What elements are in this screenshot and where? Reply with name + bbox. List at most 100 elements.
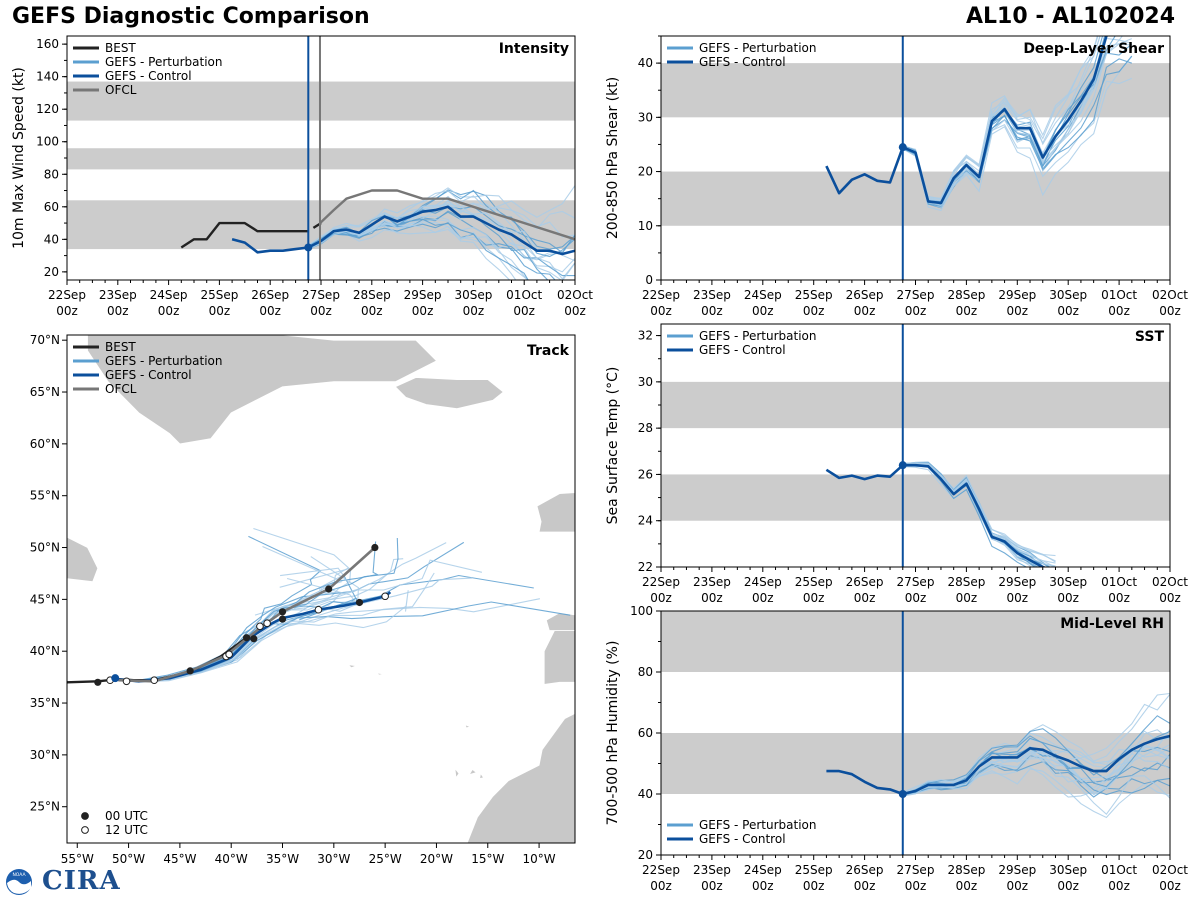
xtick-date-shear-5: 27Sep xyxy=(897,288,935,302)
xtick-date-rh-3: 25Sep xyxy=(795,863,833,877)
land-canary-2 xyxy=(469,769,476,774)
legend-label-shear-1: GEFS - Control xyxy=(699,55,786,69)
xtick-date-intensity-5: 27Sep xyxy=(302,288,340,302)
xtick-hour-rh-1: 00z xyxy=(701,879,723,893)
track-legend-label-3: OFCL xyxy=(105,382,137,396)
track-marker-legend-label-1: 12 UTC xyxy=(105,823,148,837)
ytick-label-sst-30: 30 xyxy=(638,375,653,389)
track-marker-legend-label-0: 00 UTC xyxy=(105,809,148,823)
legend-label-shear-0: GEFS - Perturbation xyxy=(699,41,816,55)
band-sst-0 xyxy=(661,474,1170,520)
legend-label-rh-0: GEFS - Perturbation xyxy=(699,818,816,832)
land-canary-1 xyxy=(455,768,459,777)
track-point-12utc-4 xyxy=(226,651,233,658)
xtick-hour-rh-7: 00z xyxy=(1007,879,1029,893)
track-legend-label-1: GEFS - Perturbation xyxy=(105,354,222,368)
xtick-hour-intensity-4: 00z xyxy=(259,304,281,318)
track-init-point xyxy=(111,674,119,682)
plot-area-rh xyxy=(661,611,1170,818)
track-perturbation-2 xyxy=(115,559,403,681)
track-xtick-label-9: 10°W xyxy=(523,852,556,866)
xtick-date-intensity-3: 25Sep xyxy=(200,288,238,302)
xtick-date-sst-8: 30Sep xyxy=(1049,575,1087,589)
xtick-date-intensity-1: 23Sep xyxy=(99,288,137,302)
land-azores-2 xyxy=(348,665,356,668)
xtick-hour-shear-6: 00z xyxy=(956,304,978,318)
legend-label-rh-1: GEFS - Control xyxy=(699,832,786,846)
xtick-hour-sst-4: 00z xyxy=(854,591,876,605)
track-perturbation-21 xyxy=(115,538,398,681)
track-xtick-label-8: 15°W xyxy=(471,852,504,866)
frame-sst xyxy=(661,324,1170,567)
track-perturbation-5 xyxy=(115,592,340,681)
logo-badge: NOAA xyxy=(12,872,26,878)
xtick-hour-sst-6: 00z xyxy=(956,591,978,605)
ytick-label-rh-80: 80 xyxy=(638,665,653,679)
track-perturbation-1 xyxy=(115,578,472,681)
xtick-hour-rh-5: 00z xyxy=(905,879,927,893)
xtick-date-sst-10: 02Oct xyxy=(1152,575,1188,589)
ytick-label-intensity-100: 100 xyxy=(36,135,59,149)
xtick-hour-rh-2: 00z xyxy=(752,879,774,893)
xtick-hour-intensity-8: 00z xyxy=(463,304,485,318)
ytick-label-rh-100: 100 xyxy=(630,604,653,618)
track-legend-label-2: GEFS - Control xyxy=(105,368,192,382)
xtick-hour-sst-3: 00z xyxy=(803,591,825,605)
xtick-hour-shear-8: 00z xyxy=(1057,304,1079,318)
xtick-date-shear-3: 25Sep xyxy=(795,288,833,302)
band-intensity-1 xyxy=(67,148,575,169)
panel-title-rh: Mid-Level RH xyxy=(1060,616,1164,632)
panel-track: 55°W 50°W 45°W 40°W 35°W 30°W 25°W 20°W 15°W 10°W… xyxy=(30,330,596,866)
track-ytick-label-1: 30°N xyxy=(30,748,60,762)
xtick-date-rh-7: 29Sep xyxy=(998,863,1036,877)
xtick-date-intensity-2: 24Sep xyxy=(150,288,188,302)
ytick-label-sst-26: 26 xyxy=(638,467,653,481)
xtick-date-intensity-9: 01Oct xyxy=(506,288,542,302)
ytick-label-intensity-80: 80 xyxy=(44,167,59,181)
land-iberia xyxy=(544,631,575,685)
cira-logo-text: CIRA xyxy=(42,866,121,896)
xtick-date-rh-1: 23Sep xyxy=(693,863,731,877)
xtick-hour-sst-2: 00z xyxy=(752,591,774,605)
xtick-date-sst-7: 29Sep xyxy=(998,575,1036,589)
xtick-hour-shear-3: 00z xyxy=(803,304,825,318)
track-perturbation-15 xyxy=(115,542,377,682)
xtick-date-rh-5: 27Sep xyxy=(897,863,935,877)
xtick-date-rh-10: 02Oct xyxy=(1152,863,1188,877)
land-nw-africa xyxy=(467,713,575,843)
noaa-cira-logo: NOAA CIRA xyxy=(4,866,121,896)
xtick-hour-shear-2: 00z xyxy=(752,304,774,318)
legend-label-intensity-1: GEFS - Perturbation xyxy=(105,55,222,69)
track-xtick-label-2: 45°W xyxy=(163,852,196,866)
track-point-12utc-6 xyxy=(264,620,271,627)
panel-title-sst: SST xyxy=(1135,329,1165,345)
track-perturbation-6 xyxy=(115,602,570,681)
ytick-label-shear-0: 0 xyxy=(645,273,653,287)
track-marker-legend-symbol-0 xyxy=(82,813,89,820)
xtick-hour-rh-4: 00z xyxy=(854,879,876,893)
track-point-00utc-7 xyxy=(356,599,363,606)
track-xtick-label-0: 55°W xyxy=(61,852,94,866)
xtick-date-rh-2: 24Sep xyxy=(744,863,782,877)
xtick-hour-intensity-7: 00z xyxy=(412,304,434,318)
panel-shear: 0 10 20 30 40 22Sep 00z 23Sep 00z 24Sep 00z 25Sep 00… xyxy=(605,0,1188,318)
xtick-hour-shear-0: 00z xyxy=(650,304,672,318)
plot-area-shear xyxy=(661,0,1170,226)
track-point-12utc-1 xyxy=(123,678,130,685)
plot-area-intensity xyxy=(67,82,575,341)
xtick-date-rh-0: 22Sep xyxy=(642,863,680,877)
land-canary-3 xyxy=(480,774,484,779)
ytick-label-intensity-20: 20 xyxy=(44,265,59,279)
xtick-hour-sst-9: 00z xyxy=(1108,591,1130,605)
legend-label-intensity-0: BEST xyxy=(105,41,136,55)
init-point-rh xyxy=(899,790,907,798)
panel-sst: 22242628303222Sep00z23Sep00z24Sep00z25Se… xyxy=(605,324,1188,605)
ytick-label-shear-30: 30 xyxy=(638,110,653,124)
track-xtick-label-4: 35°W xyxy=(266,852,299,866)
xtick-date-shear-9: 01Oct xyxy=(1101,288,1137,302)
land-greenland xyxy=(88,330,437,444)
xtick-hour-sst-7: 00z xyxy=(1007,591,1029,605)
noaa-cira-logo-icon: NOAA xyxy=(4,866,40,896)
xtick-date-sst-1: 23Sep xyxy=(693,575,731,589)
xtick-date-shear-4: 26Sep xyxy=(846,288,884,302)
